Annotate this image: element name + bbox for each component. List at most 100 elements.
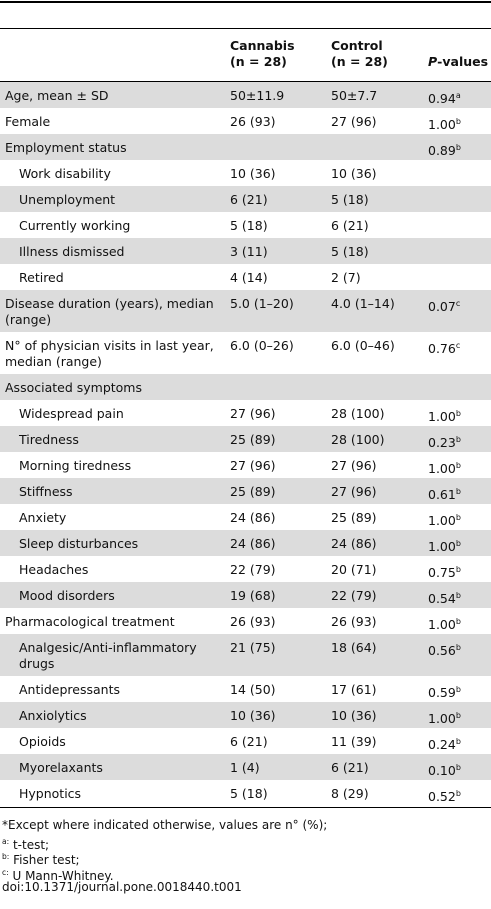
footnote-marker: b (455, 461, 461, 470)
control-value: 28 (100) (331, 406, 385, 421)
control-value: 28 (100) (331, 432, 385, 447)
p-value: 1.00b (428, 510, 461, 529)
row-label: Anxiety (19, 510, 67, 525)
table-row: Myorelaxants 1 (4) 6 (21) 0.10b (0, 754, 491, 780)
footnote-text: t-test; (12, 837, 50, 852)
control-value: 25 (89) (331, 510, 377, 525)
column-header: Cannabis (n = 28) (230, 38, 295, 70)
cannabis-value: 22 (79) (230, 562, 276, 577)
table-row: N° of physician visits in last year, med… (0, 332, 491, 374)
footnote-text: U Mann-Whitney. (12, 868, 114, 883)
p-value: 0.59b (428, 682, 461, 701)
header-text: -values (437, 54, 489, 69)
p-value-text: 1.00 (428, 539, 456, 555)
control-value: 6 (21) (331, 218, 369, 233)
p-value-text: 1.00 (428, 461, 456, 477)
p-value: 1.00b (428, 406, 461, 425)
p-value-text: 1.00 (428, 409, 456, 425)
footnote-marker: b (455, 565, 461, 574)
control-value: 6 (21) (331, 760, 369, 775)
p-value: 0.54b (428, 588, 461, 607)
header-text: (n = 28) (331, 54, 388, 69)
p-value: 0.07c (428, 296, 460, 315)
p-value: 1.00b (428, 114, 461, 133)
control-value: 10 (36) (331, 166, 377, 181)
row-label: Tiredness (19, 432, 79, 447)
row-label: Pharmacological treatment (5, 614, 175, 629)
header-text: Cannabis (230, 38, 295, 53)
p-value: 0.89b (428, 140, 461, 159)
cannabis-value: 21 (75) (230, 640, 276, 655)
footnote: doi:10.1371/journal.pone.0018440.t001 (2, 880, 242, 896)
footnote-marker: b (455, 789, 461, 798)
footnote: a: t-test; (2, 834, 49, 854)
row-label: Age, mean ± SD (5, 88, 109, 103)
row-label: Mood disorders (19, 588, 115, 603)
footnote-marker: b: (2, 852, 10, 861)
footnote-marker: b (455, 409, 461, 418)
table-row: Widespread pain 27 (96) 28 (100) 1.00b (0, 400, 491, 426)
p-value: 0.24b (428, 734, 461, 753)
control-value: 4.0 (1–14) (331, 296, 395, 311)
p-value: 0.23b (428, 432, 461, 451)
footnote-marker: b (455, 117, 461, 126)
footnote-marker: c (455, 341, 461, 350)
footnote-marker: b (455, 591, 461, 600)
cannabis-value: 24 (86) (230, 536, 276, 551)
footnote-marker: b (455, 711, 461, 720)
control-value: 5 (18) (331, 192, 369, 207)
table-row: Morning tiredness 27 (96) 27 (96) 1.00b (0, 452, 491, 478)
cannabis-value: 14 (50) (230, 682, 276, 697)
p-value-text: 0.23 (428, 435, 456, 451)
p-value-text: 0.59 (428, 685, 456, 701)
cannabis-value: 19 (68) (230, 588, 276, 603)
row-label: Analgesic/Anti-inflammatory drugs (19, 640, 197, 671)
table-row: Anxiolytics 10 (36) 10 (36) 1.00b (0, 702, 491, 728)
footnote-marker: b (455, 643, 461, 652)
control-value: 50±7.7 (331, 88, 378, 103)
p-value: 0.94a (428, 88, 461, 107)
table-row: Hypnotics 5 (18) 8 (29) 0.52b (0, 780, 491, 806)
cannabis-value: 4 (14) (230, 270, 268, 285)
footnote-marker: b (455, 763, 461, 772)
row-label: Antidepressants (19, 682, 120, 697)
row-label: N° of physician visits in last year, med… (5, 338, 214, 369)
row-label: Headaches (19, 562, 89, 577)
footnote-marker: c (455, 299, 461, 308)
control-value: 22 (79) (331, 588, 377, 603)
table-row: Associated symptoms (0, 374, 491, 400)
header-text: P (428, 54, 438, 69)
p-value: 1.00b (428, 458, 461, 477)
footnote-text: Fisher test; (13, 853, 80, 867)
row-label: Sleep disturbances (19, 536, 139, 551)
row-label: Unemployment (19, 192, 116, 207)
footnote-marker: a: (2, 836, 10, 846)
table-row: Anxiety 24 (86) 25 (89) 1.00b (0, 504, 491, 530)
cannabis-value: 6 (21) (230, 734, 268, 749)
p-value-text: 0.76 (428, 341, 456, 357)
cannabis-value: 24 (86) (230, 510, 276, 525)
table-row: Analgesic/Anti-inflammatory drugs 21 (75)… (0, 634, 491, 676)
p-value-text: 0.94 (428, 91, 456, 107)
table-row: Work disability 10 (36) 10 (36) (0, 160, 491, 186)
row-label: Widespread pain (19, 406, 124, 421)
footnote: *Except where indicated otherwise, value… (2, 818, 327, 834)
cannabis-value: 27 (96) (230, 458, 276, 473)
p-value-text: 0.07 (428, 299, 456, 315)
row-label: Opioids (19, 734, 66, 749)
row-label: Associated symptoms (5, 380, 142, 395)
control-value: 27 (96) (331, 458, 377, 473)
table-row: Female 26 (93) 27 (96) 1.00b (0, 108, 491, 134)
cannabis-value: 27 (96) (230, 406, 276, 421)
p-value: 1.00b (428, 536, 461, 555)
doi: doi:10.1371/journal.pone.0018440.t001 (2, 880, 242, 894)
control-value: 20 (71) (331, 562, 377, 577)
table-row: Unemployment 6 (21) 5 (18) (0, 186, 491, 212)
control-value: 27 (96) (331, 114, 377, 129)
header-text: (n = 28) (230, 54, 287, 69)
rule (0, 807, 491, 808)
table-row: Illness dismissed 3 (11) 5 (18) (0, 238, 491, 264)
cannabis-value: 5 (18) (230, 786, 268, 801)
table-row: Headaches 22 (79) 20 (71) 0.75b (0, 556, 491, 582)
